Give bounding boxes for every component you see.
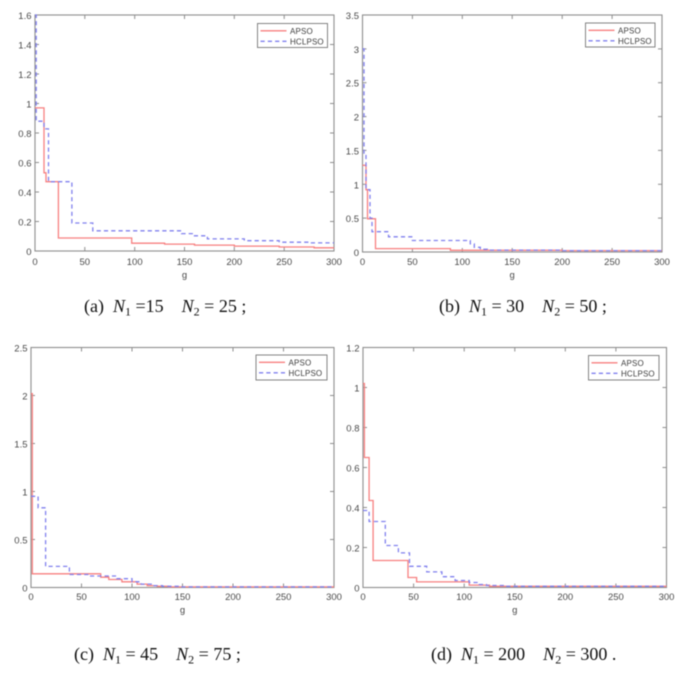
svg-text:0.5: 0.5 xyxy=(346,214,359,225)
svg-text:50: 50 xyxy=(80,257,91,268)
svg-text:250: 250 xyxy=(604,257,620,268)
svg-text:100: 100 xyxy=(456,592,472,603)
svg-text:0.4: 0.4 xyxy=(346,504,359,515)
svg-text:APSO: APSO xyxy=(289,359,312,368)
svg-text:3: 3 xyxy=(354,45,359,56)
svg-text:2.5: 2.5 xyxy=(14,344,27,355)
svg-text:300: 300 xyxy=(654,257,670,268)
svg-text:0.8: 0.8 xyxy=(346,424,359,435)
svg-text:300: 300 xyxy=(326,257,342,268)
svg-text:1.2: 1.2 xyxy=(346,344,359,355)
svg-text:100: 100 xyxy=(127,257,143,268)
svg-text:0: 0 xyxy=(32,257,37,268)
svg-text:200: 200 xyxy=(225,592,241,603)
svg-text:150: 150 xyxy=(177,257,193,268)
svg-text:50: 50 xyxy=(76,592,87,603)
svg-text:250: 250 xyxy=(276,257,292,268)
svg-text:50: 50 xyxy=(407,257,418,268)
svg-text:1.5: 1.5 xyxy=(346,146,359,157)
svg-text:0.2: 0.2 xyxy=(18,218,31,229)
svg-text:2: 2 xyxy=(22,392,27,403)
svg-text:100: 100 xyxy=(124,592,140,603)
svg-text:1.6: 1.6 xyxy=(18,11,31,22)
svg-text:HCLPSO: HCLPSO xyxy=(290,38,324,47)
svg-text:0.4: 0.4 xyxy=(18,188,31,199)
svg-text:3.5: 3.5 xyxy=(346,11,359,22)
svg-text:1: 1 xyxy=(354,180,359,191)
svg-text:g: g xyxy=(512,605,517,616)
svg-text:HCLPSO: HCLPSO xyxy=(621,370,655,379)
svg-text:150: 150 xyxy=(507,592,523,603)
svg-text:g: g xyxy=(510,270,515,281)
svg-text:HCLPSO: HCLPSO xyxy=(618,37,652,46)
svg-text:250: 250 xyxy=(276,592,292,603)
svg-text:0.5: 0.5 xyxy=(14,536,27,547)
svg-text:150: 150 xyxy=(504,257,520,268)
svg-text:250: 250 xyxy=(608,592,624,603)
svg-text:0: 0 xyxy=(360,257,365,268)
svg-text:100: 100 xyxy=(454,257,470,268)
svg-text:200: 200 xyxy=(226,257,242,268)
svg-text:50: 50 xyxy=(408,592,419,603)
svg-text:APSO: APSO xyxy=(290,27,313,36)
svg-text:2: 2 xyxy=(354,113,359,124)
svg-text:0: 0 xyxy=(360,592,365,603)
svg-text:0: 0 xyxy=(354,248,359,259)
svg-text:0.8: 0.8 xyxy=(18,129,31,140)
svg-text:1: 1 xyxy=(22,488,27,499)
svg-text:200: 200 xyxy=(557,592,573,603)
svg-text:g: g xyxy=(180,605,185,616)
svg-text:2.5: 2.5 xyxy=(346,79,359,90)
svg-text:HCLPSO: HCLPSO xyxy=(289,369,323,378)
svg-text:g: g xyxy=(182,270,187,281)
svg-text:0: 0 xyxy=(26,247,31,258)
svg-text:1.5: 1.5 xyxy=(14,440,27,451)
svg-text:1.4: 1.4 xyxy=(18,41,31,52)
svg-text:0.6: 0.6 xyxy=(346,464,359,475)
svg-text:1: 1 xyxy=(354,384,359,395)
svg-text:0.2: 0.2 xyxy=(346,544,359,555)
svg-text:0: 0 xyxy=(22,584,27,595)
svg-text:1: 1 xyxy=(26,100,31,111)
svg-text:APSO: APSO xyxy=(618,27,641,36)
svg-text:300: 300 xyxy=(659,592,675,603)
svg-text:0: 0 xyxy=(28,592,33,603)
svg-text:300: 300 xyxy=(326,592,342,603)
svg-text:APSO: APSO xyxy=(621,359,644,368)
svg-text:150: 150 xyxy=(175,592,191,603)
svg-text:0.6: 0.6 xyxy=(18,159,31,170)
svg-text:1.2: 1.2 xyxy=(18,70,31,81)
svg-text:0: 0 xyxy=(354,584,359,595)
svg-text:200: 200 xyxy=(554,257,570,268)
